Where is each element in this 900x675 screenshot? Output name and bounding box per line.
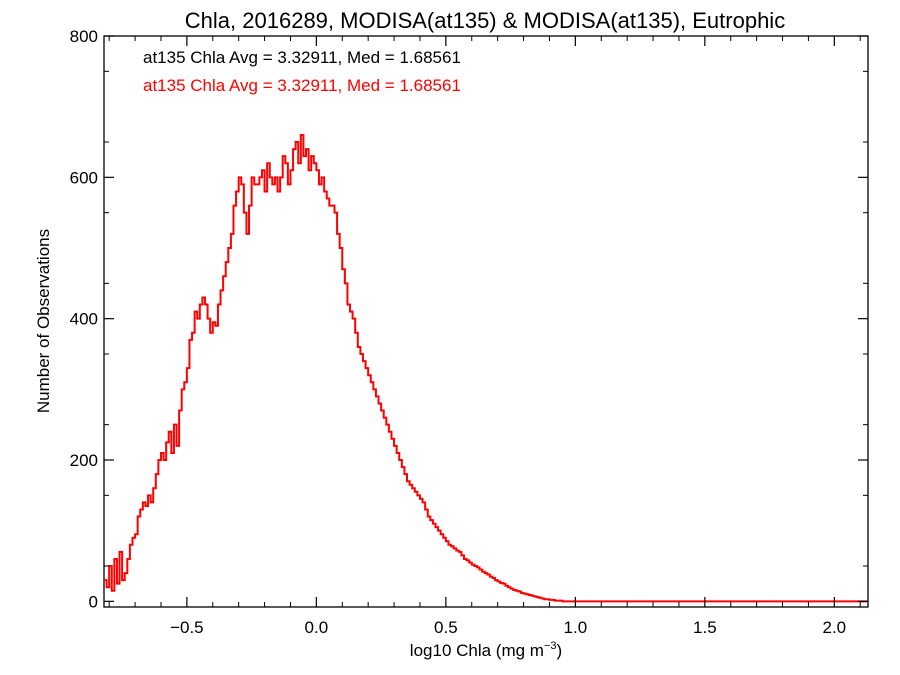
y-axis: 0 200 400 600 800 xyxy=(70,27,868,611)
y-tick-label: 600 xyxy=(70,168,98,187)
x-tick-label: 2.0 xyxy=(823,618,847,637)
x-axis: −0.5 0.0 0.5 1.0 1.5 2.0 xyxy=(108,36,861,637)
x-tick-label: 0.0 xyxy=(305,618,329,637)
annotation-black: at135 Chla Avg = 3.32911, Med = 1.68561 xyxy=(143,48,461,67)
series-layer xyxy=(104,133,868,603)
histogram-step-line xyxy=(104,133,868,603)
plot-area-border xyxy=(103,35,869,608)
annotations: at135 Chla Avg = 3.32911, Med = 1.68561 … xyxy=(143,48,461,95)
x-tick-label: −0.5 xyxy=(170,618,204,637)
x-tick-label: 1.5 xyxy=(693,618,717,637)
plot-frame xyxy=(103,35,869,608)
x-axis-label: log10 Chla (mg m−3) xyxy=(410,640,562,660)
x-axis-label-suffix: ) xyxy=(557,641,563,660)
annotation-red: at135 Chla Avg = 3.32911, Med = 1.68561 xyxy=(143,76,461,95)
y-tick-label: 200 xyxy=(70,451,98,470)
x-axis-label-main: log10 Chla (mg m xyxy=(410,641,544,660)
y-tick-label: 0 xyxy=(89,592,98,611)
x-axis-label-superscript: −3 xyxy=(544,640,557,652)
chart-title: Chla, 2016289, MODISA(at135) & MODISA(at… xyxy=(185,8,785,33)
y-tick-label: 800 xyxy=(70,27,98,46)
y-axis-label: Number of Observations xyxy=(34,229,53,413)
x-tick-label: 1.0 xyxy=(564,618,588,637)
y-tick-label: 400 xyxy=(70,310,98,329)
x-tick-label: 0.5 xyxy=(434,618,458,637)
